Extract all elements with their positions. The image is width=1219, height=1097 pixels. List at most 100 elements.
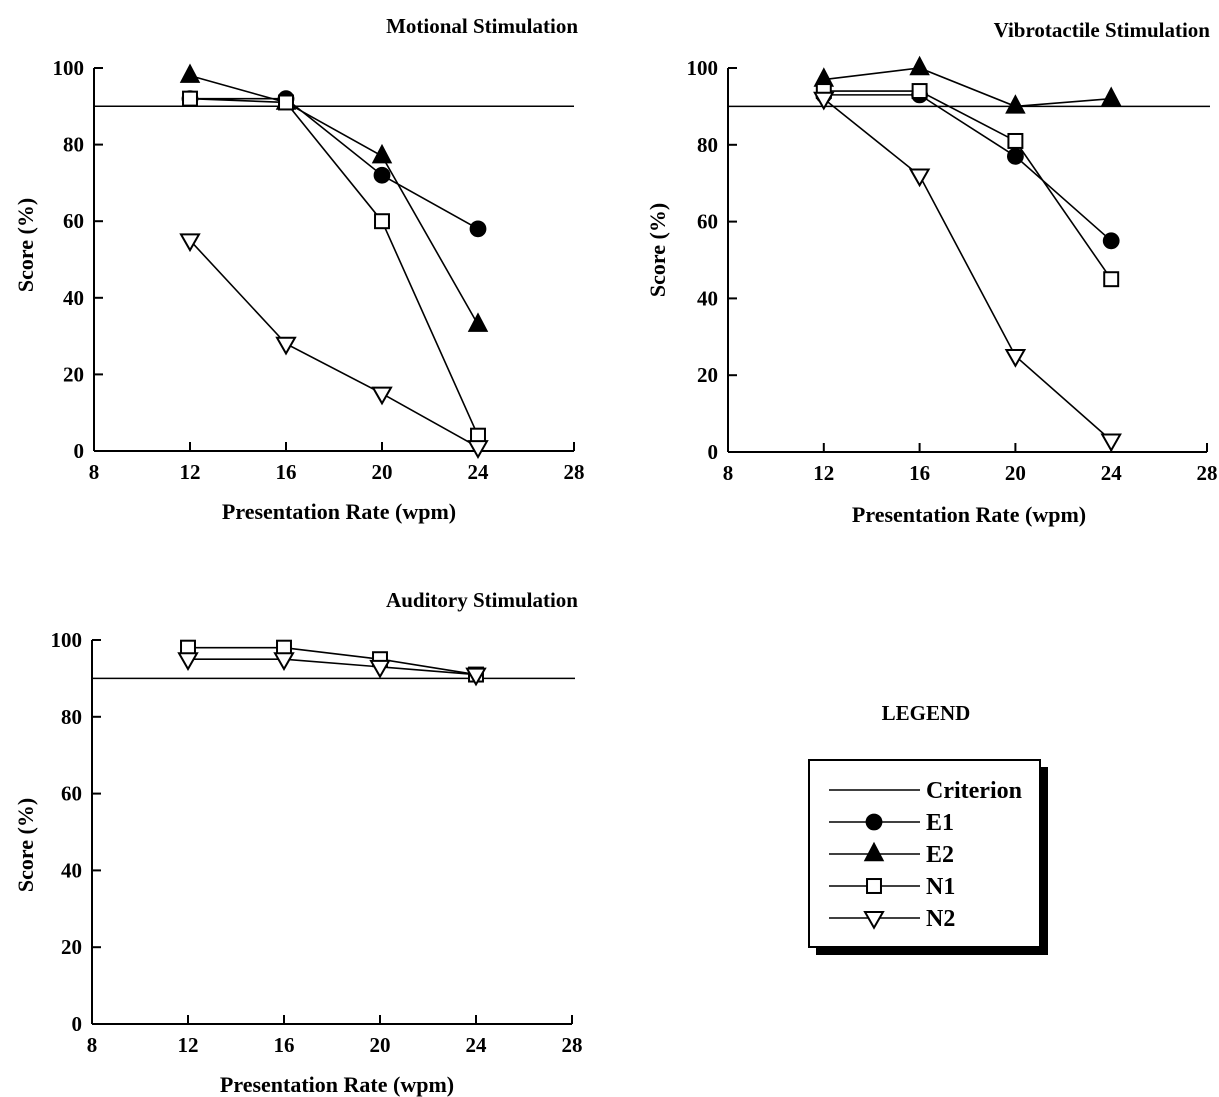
data-point-n2-auditory bbox=[465, 667, 487, 687]
x-tick-label-motional: 16 bbox=[276, 460, 297, 484]
data-point-n2-auditory bbox=[273, 652, 295, 671]
data-point-e1-vibrotactile bbox=[1007, 147, 1024, 165]
panel-motional: Motional Stimulation 0 20 40 60 80 100 8 12 16 20… bbox=[13, 14, 585, 524]
legend-label-e1: E1 bbox=[926, 810, 954, 836]
data-point-e1-motional bbox=[373, 166, 391, 184]
y-axis-label-vibrotactile: Score (%) bbox=[645, 203, 670, 297]
data-point-n2-motional bbox=[467, 440, 489, 459]
x-axis-label-vibrotactile: Presentation Rate (wpm) bbox=[852, 502, 1086, 527]
data-point-n2-vibrotactile bbox=[1004, 349, 1027, 368]
data-point-e2-vibrotactile bbox=[1100, 86, 1122, 106]
series-line-n1-vibrotactile bbox=[823, 90, 1112, 280]
y-tick-label-motional: 0 bbox=[74, 439, 85, 463]
series-line-e1-motional bbox=[190, 97, 479, 230]
series-line-n2-motional bbox=[189, 239, 479, 448]
y-tick-label-motional: 20 bbox=[63, 362, 84, 386]
plot-area-auditory: 0 20 40 60 80 100 8 12 16 20 24 28 bbox=[51, 628, 583, 1057]
x-tick-label-auditory: 12 bbox=[178, 1033, 199, 1057]
panel-vibrotactile: Vibrotactile Stimulation 0 20 40 60 80 100 8 12… bbox=[645, 18, 1218, 527]
data-point-e2-motional bbox=[467, 312, 489, 332]
x-tick-label-motional: 8 bbox=[89, 460, 100, 484]
legend-marker-e2 bbox=[863, 841, 885, 862]
x-tick-label-auditory: 28 bbox=[562, 1033, 583, 1057]
legend-entries: Criterion E1 E2 N1 N2 bbox=[829, 778, 1022, 932]
y-tick-label-auditory: 0 bbox=[72, 1012, 83, 1036]
x-tick-label-motional: 24 bbox=[468, 460, 490, 484]
chart-title-motional: Motional Stimulation bbox=[386, 14, 578, 38]
x-axis-label-auditory: Presentation Rate (wpm) bbox=[220, 1072, 454, 1097]
y-tick-label-motional: 40 bbox=[63, 286, 84, 310]
legend-marker-e1 bbox=[865, 813, 883, 831]
data-point-n2-vibrotactile bbox=[813, 91, 835, 111]
y-axis-label-auditory: Score (%) bbox=[13, 798, 38, 892]
data-point-e2-motional bbox=[371, 143, 393, 164]
data-point-n2-vibrotactile bbox=[908, 168, 931, 188]
y-tick-label-auditory: 40 bbox=[61, 858, 82, 882]
y-tick-label-vibrotactile: 0 bbox=[708, 440, 719, 464]
chart-title-auditory: Auditory Stimulation bbox=[386, 588, 578, 612]
x-tick-label-vibrotactile: 16 bbox=[909, 461, 930, 485]
data-point-e2-motional bbox=[179, 63, 201, 83]
x-tick-label-vibrotactile: 20 bbox=[1005, 461, 1026, 485]
legend-label-n2: N2 bbox=[926, 906, 955, 932]
legend-label-criterion: Criterion bbox=[926, 778, 1022, 804]
y-tick-label-auditory: 100 bbox=[51, 628, 83, 652]
data-point-e2-vibrotactile bbox=[1005, 94, 1026, 114]
y-tick-label-vibrotactile: 40 bbox=[697, 286, 718, 310]
data-point-n1-vibrotactile bbox=[1103, 271, 1120, 288]
series-line-n1-motional bbox=[189, 97, 479, 437]
legend-label-e2: E2 bbox=[926, 842, 954, 868]
series-line-e2-vibrotactile bbox=[823, 67, 1112, 108]
data-point-n2-vibrotactile bbox=[1100, 433, 1122, 453]
y-tick-label-motional: 60 bbox=[63, 209, 84, 233]
y-tick-label-auditory: 20 bbox=[61, 935, 82, 959]
data-point-n1-motional bbox=[374, 213, 390, 230]
data-point-n1-motional bbox=[278, 94, 294, 111]
x-tick-label-vibrotactile: 12 bbox=[813, 461, 834, 485]
x-tick-label-vibrotactile: 28 bbox=[1197, 461, 1218, 485]
x-tick-label-vibrotactile: 8 bbox=[723, 461, 734, 485]
series-line-n1-auditory bbox=[188, 646, 477, 676]
data-point-n2-motional bbox=[179, 233, 201, 253]
data-point-n2-motional bbox=[371, 386, 393, 406]
y-tick-label-auditory: 80 bbox=[61, 705, 82, 729]
series-line-n2-vibrotactile bbox=[823, 98, 1112, 442]
y-tick-label-vibrotactile: 20 bbox=[697, 363, 718, 387]
data-point-n2-auditory bbox=[369, 659, 391, 679]
x-tick-label-motional: 12 bbox=[180, 460, 201, 484]
x-tick-label-auditory: 24 bbox=[466, 1033, 488, 1057]
legend-label-n1: N1 bbox=[926, 874, 955, 900]
y-tick-label-vibrotactile: 80 bbox=[697, 133, 718, 157]
legend-title: LEGEND bbox=[882, 701, 971, 725]
legend-marker-n2 bbox=[863, 911, 885, 930]
plot-area-vibrotactile: 0 20 40 60 80 100 8 12 16 20 24 28 bbox=[687, 55, 1218, 485]
data-point-n2-motional bbox=[275, 336, 297, 356]
legend: LEGEND Criterion E1 E2 N1 N2 bbox=[808, 701, 1048, 955]
y-tick-label-motional: 80 bbox=[63, 133, 84, 157]
x-tick-label-auditory: 8 bbox=[87, 1033, 98, 1057]
x-tick-label-auditory: 20 bbox=[370, 1033, 391, 1057]
y-tick-label-vibrotactile: 60 bbox=[697, 210, 718, 234]
series-line-n2-auditory bbox=[188, 658, 477, 676]
y-tick-label-vibrotactile: 100 bbox=[687, 56, 719, 80]
panel-auditory: Auditory Stimulation 0 20 40 60 80 100 8 12 16 20… bbox=[13, 588, 583, 1097]
data-point-e1-motional bbox=[469, 220, 487, 238]
legend-marker-n1 bbox=[866, 878, 882, 894]
data-point-n1-motional bbox=[182, 90, 198, 107]
x-tick-label-motional: 20 bbox=[372, 460, 393, 484]
chart-title-vibrotactile: Vibrotactile Stimulation bbox=[994, 18, 1211, 42]
series-line-e1-vibrotactile bbox=[823, 94, 1112, 242]
x-tick-label-auditory: 16 bbox=[274, 1033, 295, 1057]
x-axis-label-motional: Presentation Rate (wpm) bbox=[222, 499, 456, 524]
y-tick-label-auditory: 60 bbox=[61, 782, 82, 806]
data-point-n2-auditory bbox=[177, 652, 199, 671]
x-tick-label-motional: 28 bbox=[564, 460, 585, 484]
x-tick-label-vibrotactile: 24 bbox=[1101, 461, 1123, 485]
data-point-n1-vibrotactile bbox=[1007, 132, 1024, 149]
plot-area-motional: 0 20 40 60 80 100 8 12 16 20 24 28 bbox=[53, 56, 585, 484]
y-axis-label-motional: Score (%) bbox=[13, 198, 38, 292]
data-point-n1-vibrotactile bbox=[911, 83, 928, 100]
data-point-e2-vibrotactile bbox=[909, 55, 930, 76]
y-tick-label-motional: 100 bbox=[53, 56, 85, 80]
